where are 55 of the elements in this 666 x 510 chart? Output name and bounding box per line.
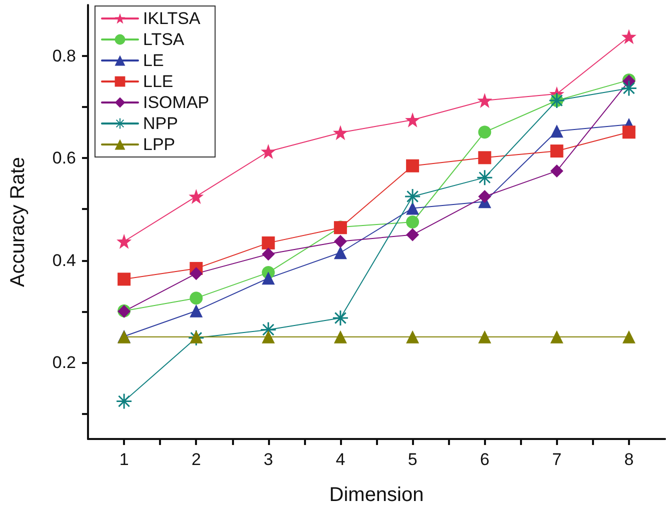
y-axis-title: Accuracy Rate <box>7 156 29 288</box>
point <box>406 159 420 172</box>
point <box>406 202 420 215</box>
point <box>621 29 636 44</box>
x-tick-label: 8 <box>624 450 634 469</box>
x-tick-label: 4 <box>336 450 346 469</box>
point <box>550 330 564 344</box>
point <box>262 330 275 344</box>
point <box>477 92 492 108</box>
point <box>406 216 420 228</box>
point <box>622 126 636 139</box>
point <box>262 236 275 250</box>
point <box>550 144 564 158</box>
y-tick-label: 0.4 <box>52 250 76 270</box>
legend-label: LPP <box>143 135 176 154</box>
point <box>260 144 276 160</box>
legend-label: IKLTSA <box>143 9 201 28</box>
point <box>188 188 204 204</box>
point <box>262 272 275 285</box>
point <box>405 188 420 204</box>
point <box>334 246 347 260</box>
legend-label: LLE <box>143 72 174 91</box>
point <box>478 126 492 139</box>
point <box>406 330 420 344</box>
legend-label: ISOMAP <box>143 93 210 112</box>
x-tick-label: 1 <box>119 450 129 469</box>
point <box>334 234 347 248</box>
x-tick-label: 2 <box>191 450 201 469</box>
y-tick-label: 0.6 <box>52 148 76 168</box>
point <box>478 151 492 164</box>
point <box>622 330 636 344</box>
x-tick-label: 3 <box>264 450 274 469</box>
point <box>406 228 420 242</box>
point <box>118 272 131 286</box>
point <box>550 124 564 138</box>
x-tick-label: 7 <box>552 450 562 469</box>
y-tick-label: 0.8 <box>52 46 76 66</box>
point <box>332 125 348 140</box>
x-tick-label: 6 <box>480 450 490 469</box>
point <box>334 330 347 344</box>
point <box>405 112 420 128</box>
point <box>550 164 564 178</box>
y-tick-label: 0.2 <box>52 352 76 372</box>
point <box>116 234 132 249</box>
legend-label: NPP <box>143 114 178 133</box>
legend-label: LE <box>143 51 164 70</box>
point <box>190 292 203 305</box>
legend-label: LTSA <box>143 30 185 49</box>
point <box>190 304 203 318</box>
point <box>478 330 492 344</box>
x-axis-title: Dimension <box>329 484 424 506</box>
point <box>478 190 492 203</box>
point <box>190 267 203 280</box>
point <box>262 248 275 261</box>
x-tick-label: 5 <box>408 450 418 469</box>
